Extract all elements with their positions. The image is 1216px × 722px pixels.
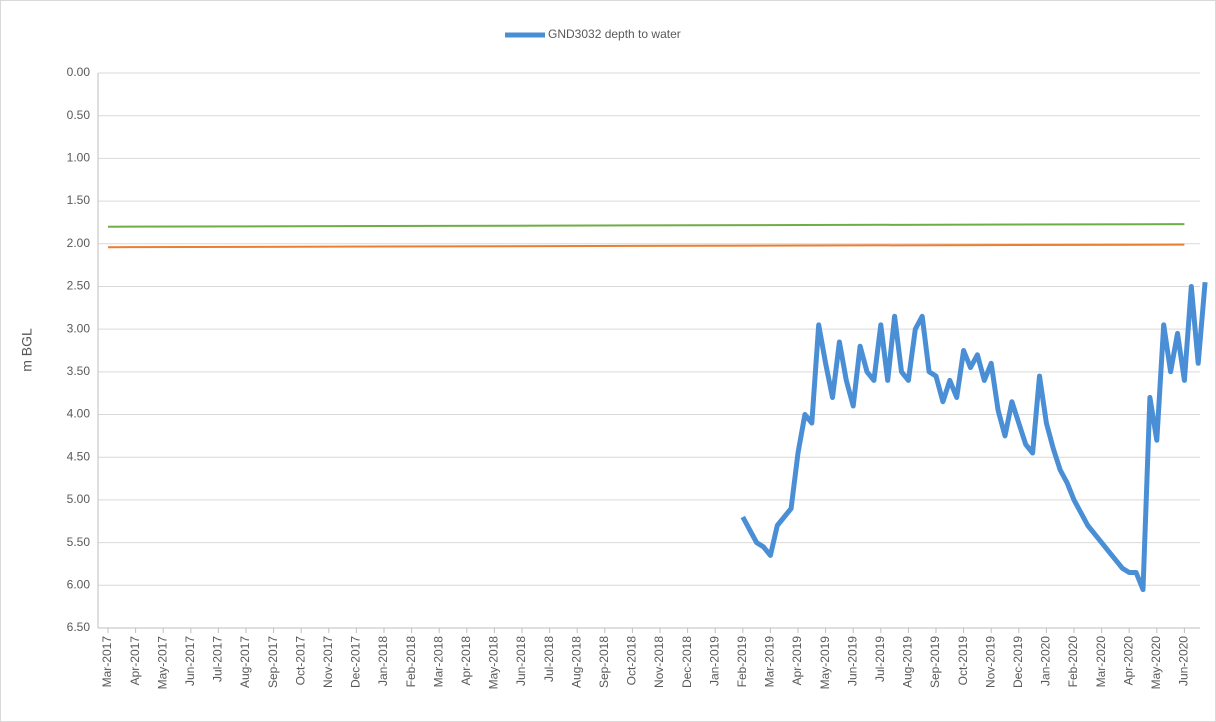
y-tick-label: 0.00 xyxy=(67,65,91,79)
x-tick-label: Aug-2017 xyxy=(238,636,252,688)
x-tick-label: Apr-2018 xyxy=(459,636,473,686)
x-tick-label: Oct-2019 xyxy=(956,636,970,686)
x-tick-label: Oct-2018 xyxy=(625,636,639,686)
x-tick-label: Feb-2020 xyxy=(1066,636,1080,688)
x-tick-label: Jun-2017 xyxy=(183,636,197,686)
x-tick-label: May-2020 xyxy=(1149,636,1163,690)
y-axis-title: m BGL xyxy=(19,328,35,372)
x-tick-label: Feb-2019 xyxy=(735,636,749,688)
y-tick-label: 4.00 xyxy=(67,407,91,421)
x-tick-label: Jul-2018 xyxy=(542,636,556,682)
x-tick-label: May-2019 xyxy=(818,636,832,690)
data-line xyxy=(107,223,1185,228)
x-tick-label: Jan-2019 xyxy=(707,636,721,686)
x-tick-label: Jan-2020 xyxy=(1039,636,1053,686)
x-tick-label: Jun-2020 xyxy=(1177,636,1191,686)
x-tick-label: Mar-2020 xyxy=(1094,636,1108,688)
x-tick-label: May-2018 xyxy=(487,636,501,690)
x-tick-label: Apr-2017 xyxy=(128,636,142,686)
y-tick-label: 1.00 xyxy=(67,151,91,165)
x-tick-label: Mar-2019 xyxy=(763,636,777,688)
x-tick-label: Aug-2018 xyxy=(569,636,583,688)
y-tick-label: 4.50 xyxy=(67,449,91,463)
x-tick-label: Jun-2019 xyxy=(845,636,859,686)
x-tick-label: Dec-2019 xyxy=(1011,636,1025,688)
x-tick-label: Mar-2017 xyxy=(100,636,114,688)
x-tick-label: Jan-2018 xyxy=(376,636,390,686)
y-tick-label: 5.00 xyxy=(67,492,91,506)
x-tick-label: Apr-2019 xyxy=(790,636,804,686)
x-tick-label: Aug-2019 xyxy=(901,636,915,688)
x-tick-label: Mar-2018 xyxy=(431,636,445,688)
y-tick-label: 5.50 xyxy=(67,535,91,549)
data-line xyxy=(107,243,1185,249)
x-tick-label: May-2017 xyxy=(155,636,169,690)
y-tick-label: 3.50 xyxy=(67,364,91,378)
x-tick-label: Nov-2017 xyxy=(321,636,335,688)
x-tick-label: Jul-2017 xyxy=(211,636,225,682)
y-tick-label: 3.00 xyxy=(67,321,91,335)
y-tick-label: 6.50 xyxy=(67,620,91,634)
x-tick-label: Dec-2018 xyxy=(680,636,694,688)
x-tick-label: Nov-2019 xyxy=(983,636,997,688)
y-tick-label: 2.50 xyxy=(67,279,91,293)
x-tick-label: Sep-2017 xyxy=(266,636,280,688)
x-tick-label: Jul-2019 xyxy=(873,636,887,682)
x-tick-label: Nov-2018 xyxy=(652,636,666,688)
data-line xyxy=(740,281,1208,593)
y-tick-label: 6.00 xyxy=(67,577,91,591)
legend-label: GND3032 depth to water xyxy=(548,27,681,41)
y-tick-label: 2.00 xyxy=(67,236,91,250)
x-tick-label: Dec-2017 xyxy=(349,636,363,688)
x-tick-label: Jun-2018 xyxy=(514,636,528,686)
x-tick-label: Apr-2020 xyxy=(1121,636,1135,686)
y-tick-label: 0.50 xyxy=(67,108,91,122)
x-tick-label: Sep-2018 xyxy=(597,636,611,688)
x-tick-label: Oct-2017 xyxy=(293,636,307,686)
x-tick-label: Sep-2019 xyxy=(928,636,942,688)
y-tick-label: 1.50 xyxy=(67,193,91,207)
x-tick-label: Feb-2018 xyxy=(404,636,418,688)
